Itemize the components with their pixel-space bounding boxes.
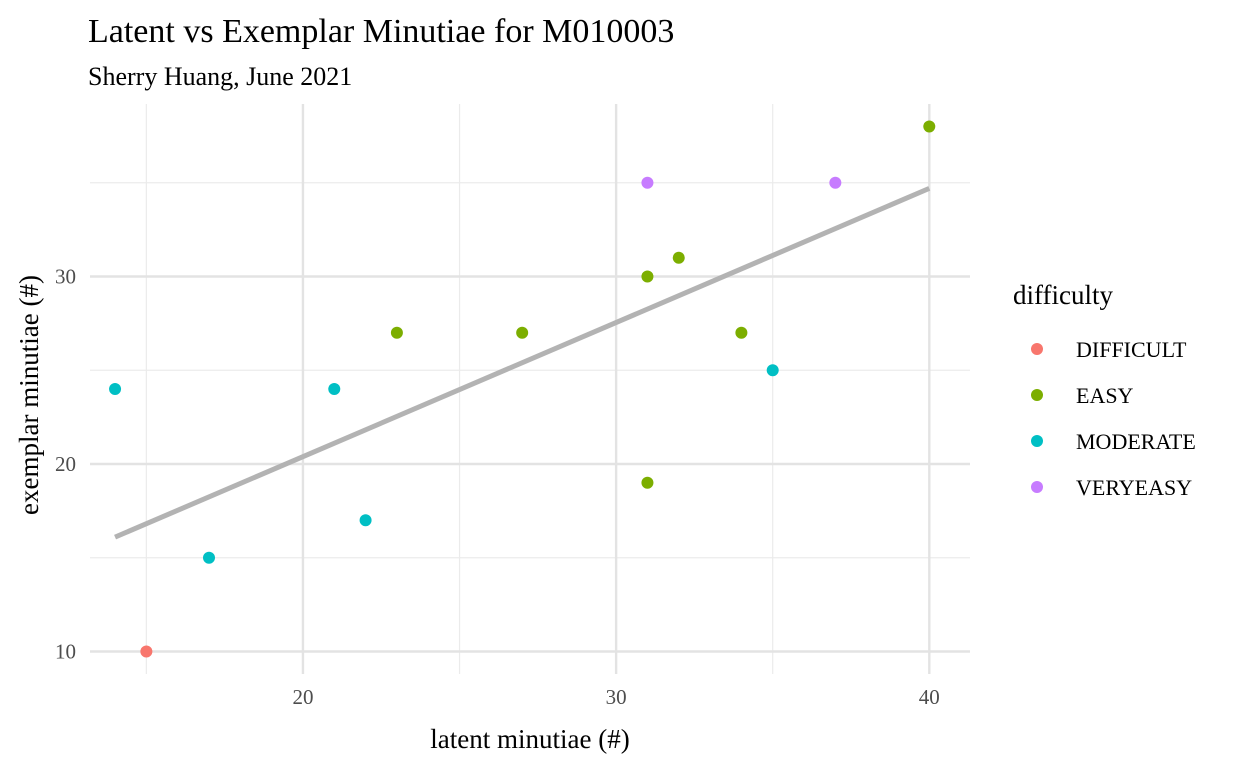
legend-label-difficult: DIFFICULT: [1076, 337, 1187, 362]
x-axis-label: latent minutiae (#): [430, 724, 629, 754]
y-axis-label: exemplar minutiae (#): [14, 275, 44, 515]
data-points: [109, 120, 936, 658]
y-tick-label: 30: [55, 265, 76, 289]
point-easy: [735, 326, 748, 339]
legend: DIFFICULT EASY MODERATE VERYEASY: [1031, 337, 1196, 500]
point-easy: [516, 326, 529, 339]
point-moderate: [359, 514, 372, 527]
x-tick-label: 40: [919, 685, 940, 709]
point-moderate: [109, 383, 122, 395]
point-moderate: [328, 383, 341, 395]
trend-line: [114, 186, 931, 540]
point-difficult: [140, 645, 153, 658]
grid-lines: [90, 104, 970, 674]
point-veryeasy: [829, 176, 842, 189]
x-tick-label: 20: [292, 685, 313, 709]
point-easy: [641, 476, 654, 489]
y-tick-label: 20: [55, 452, 76, 476]
legend-label-easy: EASY: [1076, 383, 1134, 408]
point-easy: [390, 326, 403, 339]
point-easy: [923, 120, 936, 133]
legend-swatch-difficult: [1031, 343, 1043, 355]
legend-label-veryeasy: VERYEASY: [1076, 475, 1192, 500]
point-easy: [641, 270, 654, 283]
chart-subtitle: Sherry Huang, June 2021: [88, 62, 352, 91]
legend-swatch-easy: [1031, 389, 1043, 401]
legend-label-moderate: MODERATE: [1076, 429, 1196, 454]
point-easy: [672, 251, 685, 264]
legend-swatch-veryeasy: [1031, 481, 1043, 493]
point-moderate: [203, 551, 216, 564]
legend-swatch-moderate: [1031, 435, 1043, 447]
chart-title: Latent vs Exemplar Minutiae for M010003: [88, 13, 674, 50]
x-tick-label: 30: [606, 685, 627, 709]
legend-title: difficulty: [1013, 280, 1113, 310]
trend-line-group: [114, 186, 931, 540]
point-moderate: [766, 364, 779, 377]
y-tick-label: 10: [55, 640, 76, 664]
point-veryeasy: [641, 176, 654, 189]
axis-ticks: 20 30 40 10 20 30: [55, 265, 940, 710]
